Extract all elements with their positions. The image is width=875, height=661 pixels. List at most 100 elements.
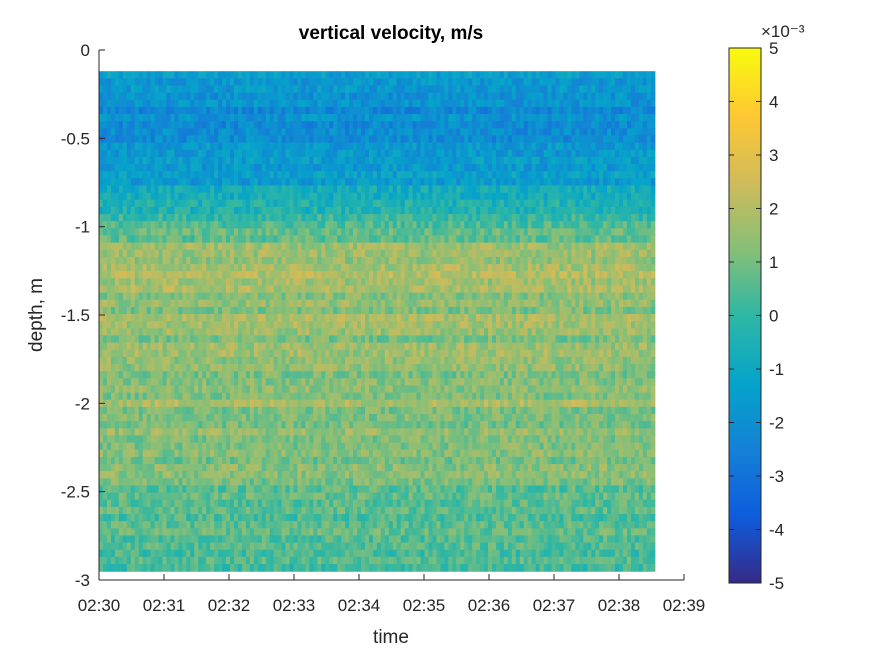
heatmap-cell [575,128,580,137]
heatmap-cell [285,156,291,165]
heatmap-cell [233,149,239,158]
heatmap-cell [364,99,370,108]
heatmap-cell [408,156,414,165]
heatmap-cell [122,242,128,251]
heatmap-cell [345,78,350,87]
heatmap-cell [106,192,112,201]
heatmap-cell [503,221,509,229]
heatmap-cell [170,121,176,129]
heatmap-cell [353,199,358,208]
heatmap-cell [579,299,584,308]
heatmap-cell [345,264,350,272]
heatmap-cell [404,149,410,158]
heatmap-cell [452,121,457,129]
heatmap-cell [158,135,164,144]
heatmap-cell [345,242,350,251]
heatmap-cells [99,71,656,572]
heatmap-cell [170,292,176,301]
heatmap-cell [392,228,398,237]
heatmap-cell [464,99,469,108]
heatmap-cell [154,121,160,129]
heatmap-cell [297,164,303,172]
heatmap-cell [464,156,469,165]
heatmap-cell [230,292,235,301]
heatmap-cell [440,114,445,122]
heatmap-cell [178,278,183,287]
heatmap-cell [309,314,314,322]
heatmap-cell [507,156,513,165]
heatmap-cell [595,171,600,179]
heatmap-cell [615,199,620,208]
heatmap-cell [337,228,342,237]
heatmap-cell [603,306,608,315]
heatmap-cell [122,221,128,229]
heatmap-cell [126,249,132,258]
heatmap-cell [249,321,255,329]
heatmap-cell [468,285,473,294]
heatmap-cell [321,321,326,329]
heatmap-cell [424,156,430,165]
heatmap-cell [420,235,426,244]
heatmap-cell [432,178,438,187]
heatmap-cell [158,206,164,215]
heatmap-cell [607,256,612,265]
heatmap-cell [182,78,187,87]
heatmap-cell [591,106,596,115]
heatmap-cell [138,264,144,272]
heatmap-cell [154,199,160,208]
heatmap-cell [126,121,132,129]
heatmap-cell [249,99,255,108]
heatmap-cell [563,221,569,229]
heatmap-cell [174,71,179,79]
heatmap-cell [265,178,271,187]
heatmap-cell [583,206,588,215]
heatmap-cell [499,106,505,115]
heatmap-cell [249,192,255,201]
heatmap-cell [476,142,481,151]
heatmap-cell [630,249,636,258]
heatmap-cell [174,121,179,129]
heatmap-cell [114,221,120,229]
heatmap-cell [527,242,533,251]
heatmap-cell [384,178,390,187]
heatmap-cell [277,299,283,308]
heatmap-cell [273,264,279,272]
heatmap-cell [519,285,525,294]
heatmap-cell [380,164,386,172]
heatmap-cell [567,185,572,194]
heatmap-cell [289,221,295,229]
heatmap-cell [293,285,299,294]
heatmap-cell [226,71,231,79]
heatmap-cell [368,292,374,301]
heatmap-cell [392,221,398,229]
heatmap-cell [575,142,580,151]
heatmap-cell [432,278,438,287]
heatmap-cell [420,242,426,251]
heatmap-cell [575,292,580,301]
heatmap-cell [448,106,453,115]
heatmap-cell [527,256,533,265]
heatmap-cell [289,206,295,215]
heatmap-cell [249,206,255,215]
heatmap-cell [543,121,549,129]
heatmap-cell [412,121,418,129]
heatmap-cell [591,206,596,215]
heatmap-cell [178,185,183,194]
heatmap-cell [130,221,136,229]
heatmap-cell [571,242,576,251]
heatmap-cell [289,121,295,129]
heatmap-cell [642,135,648,144]
heatmap-cell [364,256,370,265]
heatmap-cell [150,85,156,94]
heatmap-cell [190,85,195,94]
heatmap-cell [293,185,299,194]
heatmap-cell [499,242,505,251]
heatmap-cell [146,242,152,251]
heatmap-cell [619,128,624,137]
heatmap-cell [488,271,493,279]
heatmap-cell [575,214,580,222]
heatmap-cell [611,271,616,279]
heatmap-cell [432,171,438,179]
heatmap-cell [345,128,350,137]
